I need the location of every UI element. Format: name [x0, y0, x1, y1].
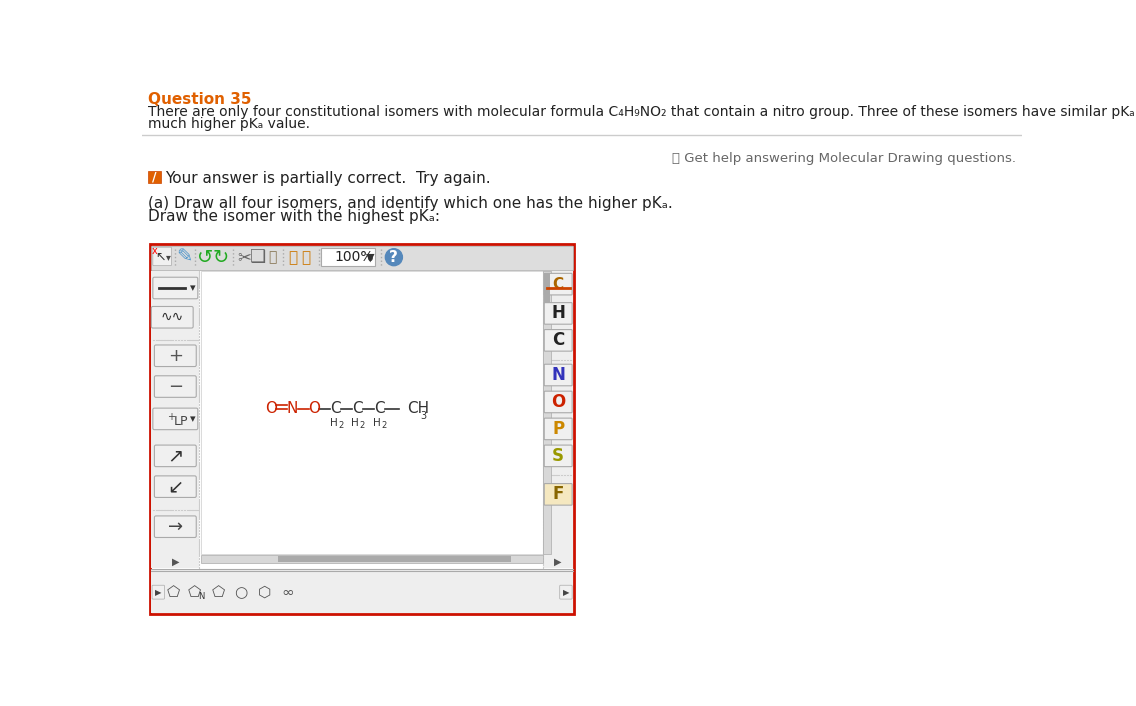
Text: +: +: [168, 347, 183, 365]
FancyBboxPatch shape: [544, 330, 573, 351]
Bar: [201, 555, 543, 563]
Text: ∞: ∞: [282, 585, 294, 599]
FancyBboxPatch shape: [544, 445, 573, 467]
Bar: [151, 246, 573, 270]
Bar: [543, 271, 551, 554]
FancyBboxPatch shape: [560, 585, 573, 599]
Text: ↖: ↖: [156, 251, 166, 264]
Text: H: H: [551, 304, 565, 323]
Text: C: C: [352, 402, 362, 417]
Text: P: P: [552, 420, 565, 438]
Bar: [278, 556, 511, 562]
Text: ⬠: ⬠: [189, 585, 201, 599]
Text: Draw the isomer with the highest pKₐ:: Draw the isomer with the highest pKₐ:: [148, 210, 441, 225]
Text: much higher pKₐ value.: much higher pKₐ value.: [148, 117, 310, 131]
FancyBboxPatch shape: [154, 376, 197, 397]
Bar: [150, 244, 575, 614]
FancyBboxPatch shape: [544, 391, 573, 413]
Text: ▾: ▾: [191, 283, 197, 293]
Text: 🔍: 🔍: [302, 250, 311, 265]
Text: N: N: [198, 592, 204, 602]
Text: O: O: [551, 393, 566, 411]
Text: −: −: [168, 378, 183, 395]
Text: 3: 3: [420, 411, 426, 421]
Text: C: C: [374, 402, 384, 417]
Text: LP: LP: [174, 414, 189, 428]
FancyBboxPatch shape: [544, 484, 573, 505]
Text: (a) Draw all four isomers, and identify which one has the higher pKₐ.: (a) Draw all four isomers, and identify …: [148, 196, 673, 210]
Text: ↻: ↻: [212, 248, 229, 267]
Text: ?: ?: [390, 250, 399, 265]
FancyBboxPatch shape: [153, 277, 198, 299]
Text: ⬠: ⬠: [166, 585, 179, 599]
Text: ○: ○: [234, 585, 248, 599]
FancyBboxPatch shape: [321, 248, 375, 266]
FancyBboxPatch shape: [154, 476, 197, 498]
Text: Your answer is partially correct.  Try again.: Your answer is partially correct. Try ag…: [165, 171, 491, 186]
Text: CH: CH: [407, 402, 429, 417]
Text: ▶: ▶: [562, 587, 569, 597]
Text: H: H: [373, 418, 381, 428]
Text: x: x: [152, 246, 158, 256]
Text: H: H: [351, 418, 359, 428]
Text: H: H: [329, 418, 337, 428]
FancyBboxPatch shape: [148, 171, 160, 184]
Text: O: O: [308, 402, 320, 417]
Text: N: N: [286, 402, 298, 417]
Bar: [201, 271, 543, 554]
Text: ↙: ↙: [167, 477, 184, 496]
Text: ▾: ▾: [191, 414, 197, 424]
Text: ✂: ✂: [237, 249, 251, 266]
Text: There are only four constitutional isomers with molecular formula C₄H₉NO₂ that c: There are only four constitutional isome…: [148, 104, 1136, 119]
Bar: [543, 271, 573, 568]
Text: ↺: ↺: [198, 248, 214, 267]
Text: S: S: [552, 447, 565, 465]
FancyBboxPatch shape: [154, 516, 197, 537]
Text: →: →: [168, 517, 183, 536]
FancyBboxPatch shape: [544, 273, 573, 295]
Text: ✎: ✎: [176, 248, 193, 267]
Text: 📋: 📋: [268, 250, 276, 264]
FancyBboxPatch shape: [154, 445, 197, 467]
Text: 100%: 100%: [334, 250, 374, 264]
Text: ⓘ Get help answering Molecular Drawing questions.: ⓘ Get help answering Molecular Drawing q…: [673, 152, 1017, 164]
Text: 2: 2: [339, 421, 343, 430]
Circle shape: [385, 249, 402, 265]
FancyBboxPatch shape: [154, 345, 197, 366]
Text: 2: 2: [382, 421, 386, 430]
Text: C: C: [552, 331, 565, 349]
Text: /: /: [152, 171, 157, 184]
Text: ⬠: ⬠: [211, 585, 225, 599]
Text: ▼: ▼: [366, 252, 374, 262]
Text: ▶: ▶: [154, 587, 161, 597]
FancyBboxPatch shape: [544, 418, 573, 440]
Bar: [151, 271, 199, 568]
FancyBboxPatch shape: [153, 408, 198, 430]
FancyBboxPatch shape: [153, 247, 172, 265]
Text: 2: 2: [360, 421, 365, 430]
Text: ∿∿: ∿∿: [160, 310, 184, 324]
Text: ▶: ▶: [172, 557, 179, 567]
Text: C: C: [331, 402, 341, 417]
FancyBboxPatch shape: [152, 585, 165, 599]
Bar: [544, 273, 551, 304]
Text: Question 35: Question 35: [148, 92, 252, 107]
FancyBboxPatch shape: [151, 306, 193, 328]
Text: N: N: [551, 366, 565, 384]
FancyBboxPatch shape: [544, 303, 573, 324]
Text: +: +: [167, 412, 175, 422]
Text: ↗: ↗: [167, 446, 184, 465]
FancyBboxPatch shape: [544, 364, 573, 385]
Text: C: C: [552, 277, 563, 292]
Text: ▶: ▶: [554, 557, 562, 567]
Text: ⬡: ⬡: [258, 585, 272, 599]
Text: F: F: [552, 485, 563, 503]
Text: ▾: ▾: [166, 252, 170, 262]
Bar: [151, 569, 573, 613]
Text: ❑: ❑: [250, 249, 266, 266]
Text: O: O: [265, 402, 277, 417]
Text: 🔍: 🔍: [289, 250, 298, 265]
